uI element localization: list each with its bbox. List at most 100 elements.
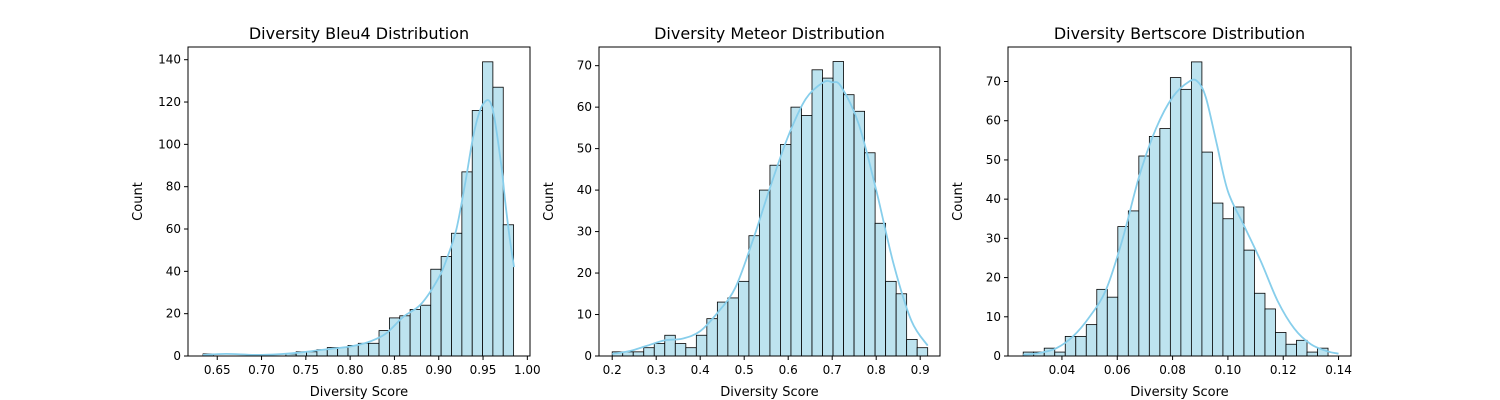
histogram-bar: [1075, 335, 1087, 357]
histogram-bar: [632, 351, 645, 357]
y-tick-label: 10: [986, 310, 1001, 324]
y-axis: 0 20 40 60 80 100 120 140: [158, 53, 188, 363]
x-tick-label: 0.80: [337, 363, 364, 377]
histogram-bar: [399, 315, 411, 357]
histogram-bar: [471, 110, 483, 357]
histogram-bar: [1254, 292, 1266, 357]
histogram-bar: [1285, 343, 1297, 357]
histogram-bar: [874, 222, 887, 357]
x-tick-label: 0.2: [603, 363, 622, 377]
histogram-bar: [1127, 210, 1140, 357]
x-tick-label: 0.12: [1270, 363, 1297, 377]
x-tick-label: 0.9: [911, 363, 930, 377]
histogram-bar: [1264, 308, 1276, 357]
histogram-bar: [1159, 128, 1171, 357]
chart-title: Diversity Bertscore Distribution: [1054, 24, 1305, 43]
x-tick-label: 0.4: [691, 363, 710, 377]
y-axis-label: Count: [951, 182, 966, 221]
histogram-bar: [409, 309, 421, 357]
kde-curve: [612, 79, 929, 355]
histogram-bar: [368, 342, 380, 357]
histogram-bar: [748, 235, 760, 357]
histogram-bar: [832, 61, 844, 357]
histogram-bar: [643, 347, 655, 357]
histogram-bar: [780, 144, 792, 357]
histogram-bar: [1306, 351, 1318, 357]
x-tick-label: 0.14: [1325, 363, 1352, 377]
y-tick-label: 20: [577, 266, 592, 280]
histogram-bar: [853, 110, 865, 357]
x-tick-label: 0.06: [1104, 363, 1131, 377]
kde-curve: [203, 99, 515, 356]
x-tick-label: 0.10: [1215, 363, 1242, 377]
histogram-bars: [611, 61, 929, 357]
y-tick-label: 20: [986, 271, 1001, 285]
histogram-bar: [492, 86, 504, 357]
histogram-bar: [843, 94, 855, 357]
histogram-bar: [864, 152, 876, 357]
y-tick-label: 30: [577, 225, 592, 239]
y-tick-label: 70: [577, 59, 592, 73]
x-axis: 0.2 0.3 0.4 0.5 0.6 0.7 0.8 0.9: [603, 356, 930, 377]
y-tick-label: 120: [158, 95, 181, 109]
y-tick-label: 40: [577, 183, 592, 197]
x-tick-label: 0.95: [470, 363, 497, 377]
histogram-bar: [1275, 332, 1287, 357]
histogram-bar: [419, 304, 432, 357]
x-axis: 0.65 0.70 0.75 0.80 0.85 0.90 0.95 1.00: [204, 356, 541, 377]
x-tick-label: 0.7: [823, 363, 842, 377]
kde-curve: [1023, 78, 1339, 356]
histogram-bar: [1233, 206, 1245, 357]
chart-panel-2: 0.2 0.3 0.4 0.5 0.6 0.7 0.8 0.9 0 10 20 30 40 50 60 70 D…: [542, 24, 941, 400]
x-tick-label: 0.8: [867, 363, 886, 377]
y-axis-label: Count: [542, 182, 557, 221]
chart-panel-1: 0.65 0.70 0.75 0.80 0.85 0.90 0.95 1.00 0 20 40 60 8…: [131, 24, 541, 400]
histogram-bars: [202, 61, 515, 357]
y-tick-label: 140: [158, 53, 181, 67]
histogram-bar: [801, 115, 813, 357]
histogram-bar: [790, 106, 802, 357]
x-tick-label: 0.75: [292, 363, 319, 377]
histogram-bar: [1106, 296, 1119, 357]
histogram-bar: [1212, 202, 1224, 357]
x-tick-label: 0.5: [735, 363, 754, 377]
histogram-bar: [906, 339, 918, 357]
y-tick-label: 50: [986, 153, 1001, 167]
y-tick-label: 60: [166, 222, 181, 236]
y-tick-label: 40: [166, 264, 181, 278]
histogram-bar: [1222, 218, 1234, 357]
histogram-bar: [1190, 61, 1203, 357]
histogram-bar: [822, 77, 834, 357]
y-tick-label: 20: [166, 307, 181, 321]
x-tick-label: 0.70: [248, 363, 275, 377]
histogram-bars: [1022, 61, 1329, 357]
y-tick-label: 40: [986, 192, 1001, 206]
y-axis: 0 10 20 30 40 50 60 70: [986, 75, 1008, 363]
histogram-bar: [727, 297, 739, 357]
x-tick-label: 0.90: [425, 363, 452, 377]
histogram-bar: [1180, 88, 1192, 357]
histogram-bar: [1201, 151, 1213, 357]
y-tick-label: 70: [986, 75, 1001, 89]
histogram-bar: [674, 343, 687, 357]
x-axis-label: Diversity Score: [310, 385, 408, 400]
histogram-bar: [461, 171, 473, 357]
y-tick-label: 60: [577, 100, 592, 114]
x-tick-label: 0.85: [381, 363, 408, 377]
y-tick-label: 10: [577, 308, 592, 322]
histogram-bar: [1138, 155, 1150, 357]
histogram-bar: [737, 280, 750, 357]
x-tick-label: 0.08: [1159, 363, 1186, 377]
histogram-bar: [1085, 324, 1098, 357]
histogram-bar: [885, 280, 897, 357]
histogram-bar: [337, 347, 349, 357]
histogram-bar: [502, 224, 515, 357]
y-axis: 0 10 20 30 40 50 60 70: [577, 59, 599, 363]
x-axis-label: Diversity Score: [1130, 385, 1228, 400]
plot-frame: [598, 46, 941, 357]
x-tick-label: 0.65: [204, 363, 231, 377]
x-tick-label: 1.00: [514, 363, 541, 377]
histogram-bar: [811, 69, 823, 357]
x-tick-label: 0.04: [1049, 363, 1076, 377]
